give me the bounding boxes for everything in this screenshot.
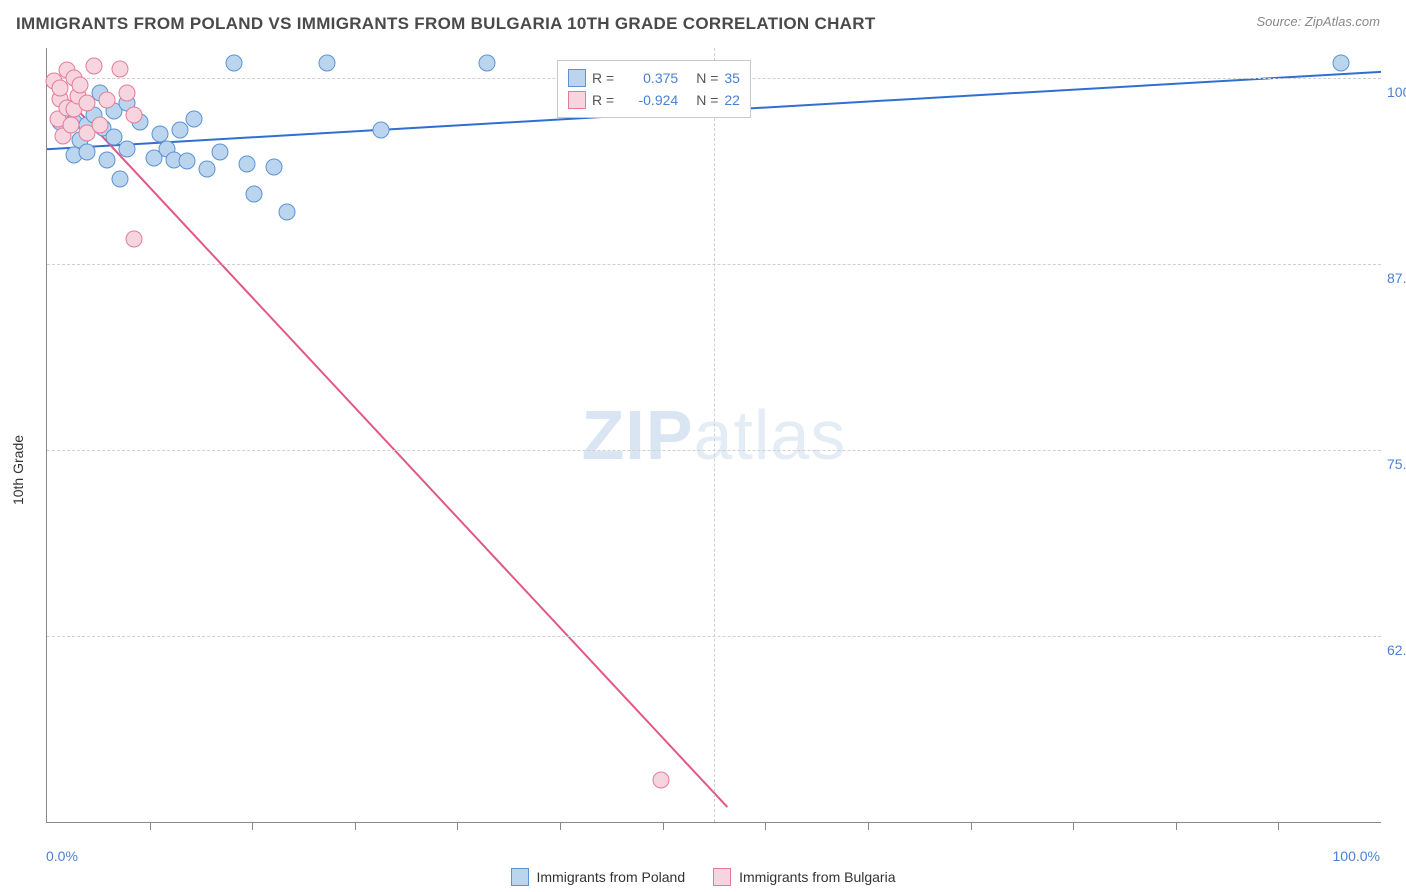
- data-point: [319, 54, 336, 71]
- data-point: [279, 203, 296, 220]
- x-tick: [971, 822, 972, 830]
- x-tick: [663, 822, 664, 830]
- legend-swatch: [713, 868, 731, 886]
- source-link[interactable]: ZipAtlas.com: [1305, 14, 1380, 29]
- data-point: [63, 117, 80, 134]
- data-point: [99, 151, 116, 168]
- data-point: [265, 159, 282, 176]
- legend-row: R = 0.375 N = 35: [568, 67, 740, 89]
- x-tick: [1073, 822, 1074, 830]
- data-point: [225, 54, 242, 71]
- chart-title: IMMIGRANTS FROM POLAND VS IMMIGRANTS FRO…: [16, 14, 876, 34]
- legend-swatch: [568, 91, 586, 109]
- data-point: [479, 54, 496, 71]
- data-point: [112, 170, 129, 187]
- y-tick-label: 75.0%: [1387, 456, 1406, 472]
- x-tick: [1278, 822, 1279, 830]
- data-point: [119, 141, 136, 158]
- source-attribution: Source: ZipAtlas.com: [1256, 14, 1380, 29]
- legend-label: Immigrants from Poland: [537, 869, 686, 885]
- y-tick-label: 87.5%: [1387, 270, 1406, 286]
- x-tick: [765, 822, 766, 830]
- x-tick: [1176, 822, 1177, 830]
- y-tick-label: 62.5%: [1387, 642, 1406, 658]
- correlation-legend: R = 0.375 N = 35 R = -0.924 N = 22: [557, 60, 751, 118]
- data-point: [212, 144, 229, 161]
- y-axis-label: 10th Grade: [10, 435, 26, 505]
- data-point: [119, 84, 136, 101]
- data-point: [199, 160, 216, 177]
- v-gridline: [714, 48, 715, 822]
- legend-row: R = -0.924 N = 22: [568, 89, 740, 111]
- data-point: [99, 92, 116, 109]
- data-point: [652, 772, 669, 789]
- data-point: [125, 106, 142, 123]
- x-axis-max-label: 100.0%: [1333, 848, 1380, 864]
- data-point: [72, 77, 89, 94]
- legend-swatch: [568, 69, 586, 87]
- data-point: [112, 60, 129, 77]
- y-tick-label: 100.0%: [1387, 84, 1406, 100]
- legend-item: Immigrants from Poland: [511, 868, 686, 886]
- data-point: [372, 121, 389, 138]
- data-point: [79, 95, 96, 112]
- data-point: [185, 111, 202, 128]
- legend-swatch: [511, 868, 529, 886]
- trend-line: [47, 63, 727, 807]
- x-tick: [457, 822, 458, 830]
- source-prefix: Source:: [1256, 14, 1304, 29]
- data-point: [79, 144, 96, 161]
- data-point: [85, 57, 102, 74]
- x-tick: [150, 822, 151, 830]
- x-axis-min-label: 0.0%: [46, 848, 78, 864]
- data-point: [92, 117, 109, 134]
- plot-area: ZIPatlas 62.5%75.0%87.5%100.0% R = 0.375…: [46, 48, 1381, 823]
- x-tick: [560, 822, 561, 830]
- data-point: [245, 185, 262, 202]
- data-point: [125, 230, 142, 247]
- x-tick: [252, 822, 253, 830]
- legend-label: Immigrants from Bulgaria: [739, 869, 895, 885]
- data-point: [179, 153, 196, 170]
- data-point: [239, 156, 256, 173]
- bottom-legend: Immigrants from Poland Immigrants from Bu…: [0, 868, 1406, 886]
- chart-container: 10th Grade ZIPatlas 62.5%75.0%87.5%100.0…: [0, 48, 1406, 892]
- x-tick: [868, 822, 869, 830]
- x-tick: [355, 822, 356, 830]
- legend-item: Immigrants from Bulgaria: [713, 868, 895, 886]
- data-point: [1332, 54, 1349, 71]
